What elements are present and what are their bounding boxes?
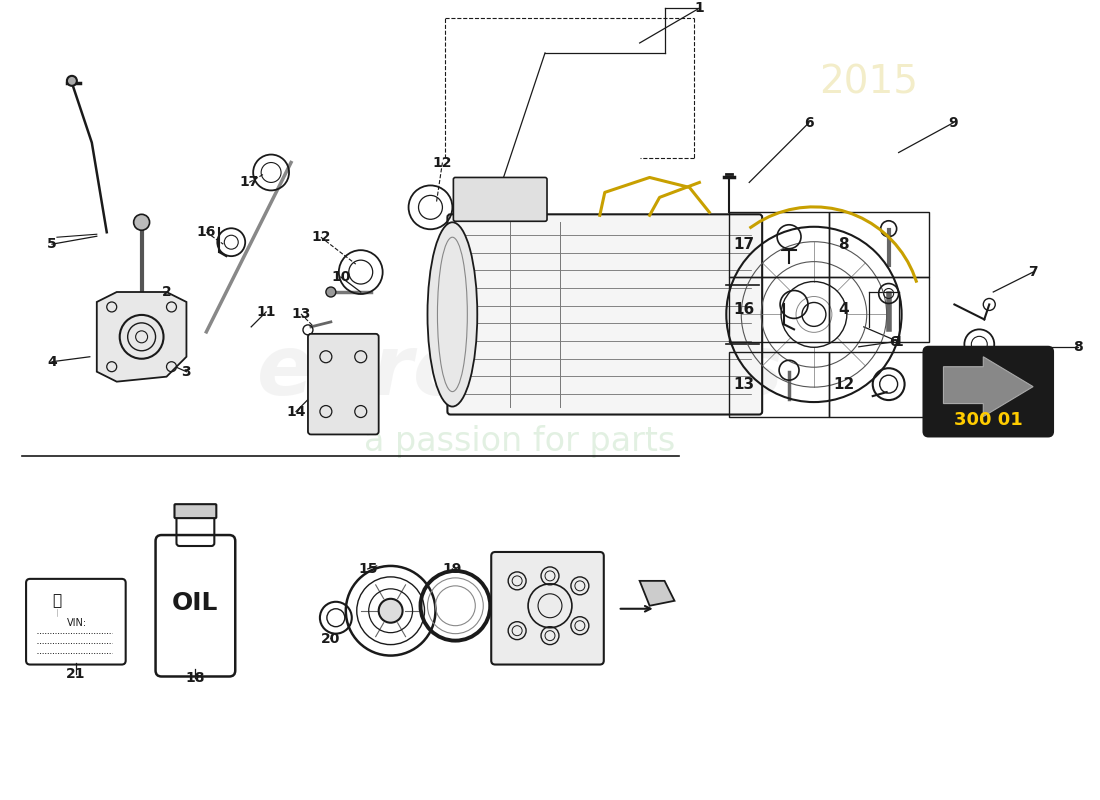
Text: 12: 12 [432,155,452,170]
Text: OIL: OIL [173,590,219,614]
FancyBboxPatch shape [453,178,547,222]
Text: 1: 1 [893,335,903,349]
Text: 18: 18 [186,671,206,686]
Text: a passion for parts: a passion for parts [364,425,675,458]
Text: 8: 8 [1072,340,1082,354]
Text: 4: 4 [47,354,57,369]
Circle shape [326,287,336,297]
Text: 12: 12 [833,377,855,392]
FancyBboxPatch shape [924,346,1053,437]
Text: 6: 6 [889,335,899,349]
Text: 15: 15 [358,562,377,576]
Text: 17: 17 [240,175,258,190]
Text: 7: 7 [1028,265,1038,279]
Text: 5: 5 [47,237,57,251]
FancyBboxPatch shape [448,214,762,414]
FancyBboxPatch shape [175,504,217,518]
Text: 2015: 2015 [820,64,918,102]
Text: 4: 4 [838,302,849,317]
Text: 17: 17 [734,237,755,252]
Text: 9: 9 [948,116,958,130]
Polygon shape [97,292,186,382]
Text: 3: 3 [182,365,191,378]
Text: 2: 2 [162,285,172,299]
Text: 21: 21 [66,667,86,682]
Circle shape [67,76,77,86]
Text: 10: 10 [331,270,351,284]
Text: VIN:: VIN: [67,618,87,628]
Ellipse shape [428,222,477,406]
Text: 1: 1 [694,1,704,15]
Text: 19: 19 [442,562,462,576]
Text: 8: 8 [838,237,849,252]
Circle shape [378,598,403,622]
Text: 300 01: 300 01 [954,410,1023,429]
Text: 16: 16 [734,302,755,317]
Polygon shape [944,357,1033,417]
Text: 11: 11 [256,305,276,319]
Text: 14: 14 [286,405,306,418]
Text: 20: 20 [321,632,341,646]
Circle shape [133,214,150,230]
Text: 12: 12 [311,230,331,244]
Polygon shape [639,581,674,606]
Text: 13: 13 [734,377,755,392]
Text: 13: 13 [292,307,310,321]
FancyBboxPatch shape [308,334,378,434]
Text: 6: 6 [804,116,814,130]
Text: 🏆: 🏆 [53,594,62,608]
Text: 16: 16 [197,226,216,239]
Text: eurospares: eurospares [256,331,783,412]
FancyBboxPatch shape [492,552,604,665]
